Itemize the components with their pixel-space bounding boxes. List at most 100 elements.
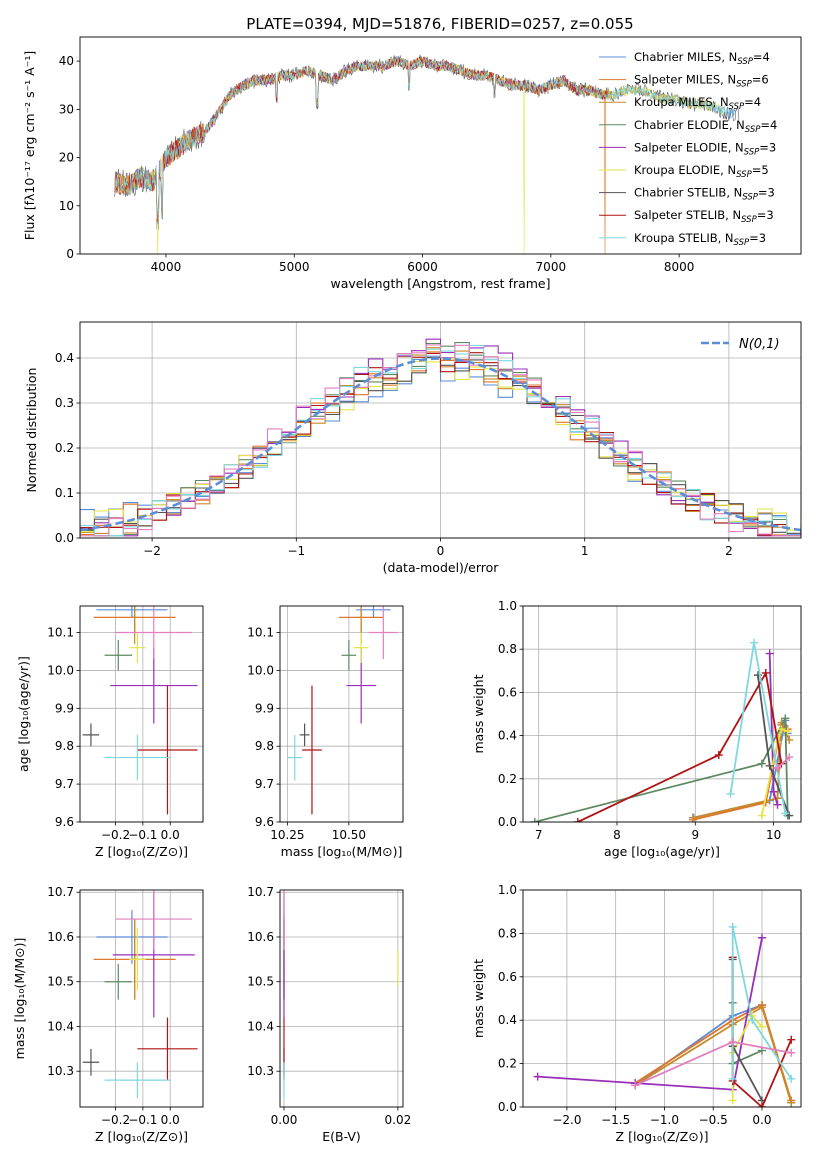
y-tick-label: 1.0 [498,599,517,613]
axes-frame [279,605,404,823]
residuals-plot-area [80,338,801,537]
legend-name: Kroupa STELIB, N [634,231,734,245]
y-tick-label: 1.0 [498,883,517,897]
axes-frame [79,889,204,1108]
y-tick-label: 10.0 [247,663,274,677]
mass_vs_Z-panel: −0.2−0.1 0.0 10.3 10.4 10.5 10.6 10.7 Z [log₁₀(… [12,885,204,1144]
weight-marker [787,1098,796,1107]
x-tick-label: 0.02 [385,1113,412,1127]
weight-marker [748,1016,757,1025]
axes-frame [79,36,802,255]
y-tick-label: 0.6 [498,970,517,984]
errorbar-point [353,632,369,663]
y-tick-label: 0.6 [498,685,517,699]
x-tick-label: −1 [287,544,305,558]
x-tick-label: −1.5 [601,1113,630,1127]
weight-marker [530,818,539,822]
weight-marker [728,1074,737,1083]
y-tick-label: 9.8 [255,739,274,753]
axes-frame [79,321,802,539]
y-axis-label: mass [log₁₀(M/M⊙)] [12,938,27,1060]
weight-line [534,717,789,822]
y-tick-label: 10.5 [247,975,274,989]
age_vs_Z-panel: −0.2−0.1 0.0 9.6 9.7 9.8 9.9 10.0 10.1 Z [log₁₀(… [16,605,204,859]
y-tick-label: 0.1 [55,486,74,500]
age_vs_mass-plot-area [287,606,399,815]
weight-marker [787,1048,796,1057]
age_vs_mass-grid [280,606,403,823]
legend-name: Kroupa MILES, N [634,95,729,109]
errorbar-point [302,685,322,815]
y-tick-label: 0.2 [498,1057,517,1071]
x-tick-label: 7000 [536,260,567,274]
reference-legend-label: N(0,1) [739,337,780,352]
legend-subscript: SSP [734,238,750,248]
x-axis-label: wavelength [Angstrom, rest frame] [330,276,550,291]
y-axis-label: mass weight [471,674,486,753]
normal-reference-curve [80,357,801,532]
y-tick-label: 0.8 [498,642,517,656]
legend-count: =4 [760,118,777,132]
age_vs_Z-plot-area [82,606,198,815]
y-tick-label: 9.8 [55,739,74,753]
y-tick-label: 40 [59,54,74,68]
mass_vs_ebv-plot-area [283,890,399,1099]
legend-name: Salpeter ELODIE, N [634,140,744,154]
x-tick-label: 0 [437,544,445,558]
y-tick-label: 0.2 [55,441,74,455]
weight-marker [728,922,737,931]
x-tick-label: −1.0 [650,1113,679,1127]
y-tick-label: 9.6 [255,815,274,829]
y-tick-label: 0.4 [498,729,517,743]
weight_vs_Z-plot-area [533,922,796,1107]
figure-title: PLATE=0394, MJD=51876, FIBERID=0257, z=0… [246,15,633,33]
weight-marker [728,1096,737,1105]
spectrum-line-salpeter-miles [114,56,613,254]
x-tick-label: 1 [581,544,589,558]
errorbar-point [129,928,146,991]
spectrum-plot-area [114,54,740,254]
weight-line [537,937,763,1091]
x-tick-label: −0.2 [101,828,130,842]
y-tick-label: 10.4 [47,1019,74,1033]
y-tick-label: 9.7 [55,777,74,791]
x-tick-label: 10.25 [270,828,304,842]
weight_vs_age-panel: 7 8 9 10 0.0 0.2 0.4 0.6 0.8 1.0 age [log₁₀(age/yr… [471,599,802,859]
weight-marker [773,800,782,809]
x-tick-label: 10 [766,828,781,842]
y-tick-label: 0.0 [498,815,517,829]
y-tick-label: 10.0 [47,663,74,677]
x-tick-label: −0.5 [699,1113,728,1127]
legend-entry: Salpeter MILES, NSSP=6 [634,73,769,90]
x-tick-label: 0.0 [161,828,180,842]
x-tick-label: −0.2 [101,1113,130,1127]
weight-marker [726,789,735,798]
weight-line [729,642,787,814]
y-tick-label: 10.5 [47,975,74,989]
x-tick-label: −0.1 [128,1113,157,1127]
y-axis-label: Flux [fλ10⁻¹⁷ erg cm⁻² s⁻¹ A⁻¹] [22,51,37,240]
weight-marker [769,787,778,796]
y-tick-label: 9.6 [55,815,74,829]
x-axis-label: age [log₁₀(age/yr)] [604,844,720,859]
y-axis-label: mass weight [471,959,486,1038]
legend-count: =6 [752,73,769,87]
legend-name: Chabrier ELODIE, N [634,118,745,132]
legend-entry: Salpeter ELODIE, NSSP=3 [634,140,776,157]
weight-marker [761,668,770,677]
x-tick-label: 7 [535,828,543,842]
errorbar-point [341,640,357,671]
weight-marker [757,933,766,942]
errorbar-point [96,606,168,618]
weight_vs_age-plot-area [530,638,794,822]
legend-count: =3 [757,208,774,222]
weight-line [577,670,783,822]
y-tick-label: 9.7 [255,777,274,791]
y-tick-label: 10.4 [247,1019,274,1033]
errorbar-point [287,734,303,781]
x-tick-label: 10.50 [332,828,366,842]
weight-marker [573,818,582,822]
legend-entry: Chabrier MILES, NSSP=4 [634,50,770,67]
legend-count: =4 [753,50,770,64]
weight-marker [785,753,794,762]
